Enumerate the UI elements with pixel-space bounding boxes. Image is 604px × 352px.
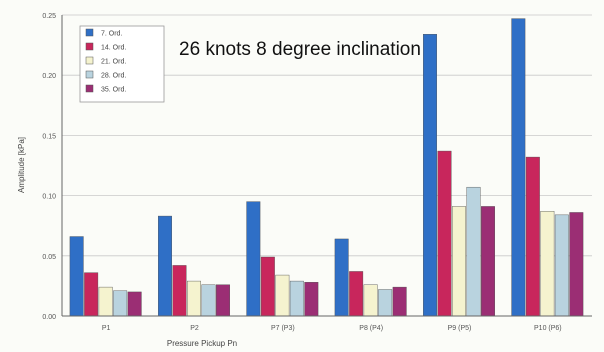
bar — [363, 284, 378, 317]
bar — [304, 282, 319, 317]
legend: 7. Ord. 14. Ord. 21. Ord. 28. Ord. 35. Ord. — [79, 25, 165, 103]
x-tick-labels: P1 P2 P7 (P3) P8 (P4) P9 (P5) P10 (P6) — [102, 325, 562, 332]
bar — [172, 265, 187, 317]
x-tick-label: P10 (P6) — [534, 325, 562, 332]
legend-swatch — [85, 42, 94, 51]
y-axis-title: Amplitude [kPa] — [17, 137, 26, 193]
x-axis-title: Pressure Pickup Pn — [167, 339, 237, 348]
bar — [216, 284, 230, 317]
bar — [334, 238, 349, 317]
bar — [201, 284, 216, 317]
x-tick-label: P8 (P4) — [359, 325, 383, 332]
bar — [525, 156, 540, 317]
bar — [127, 291, 142, 317]
legend-swatch — [85, 28, 94, 37]
bar — [452, 206, 466, 317]
legend-swatch — [85, 70, 94, 79]
legend-box — [79, 25, 165, 103]
y-tick-label: 0.10 — [42, 194, 56, 201]
bar — [392, 286, 407, 317]
legend-swatch — [85, 84, 94, 93]
x-tick-label: P7 (P3) — [271, 325, 295, 332]
legend-swatch — [85, 56, 94, 65]
y-tick-label: 0.00 — [42, 314, 56, 321]
bar — [187, 280, 201, 317]
legend-label: 7. Ord. — [101, 31, 122, 38]
bar — [289, 280, 304, 317]
y-tick-label: 0.05 — [42, 254, 56, 261]
legend-label: 35. Ord. — [101, 87, 126, 94]
bar — [569, 212, 584, 317]
bar — [158, 215, 172, 317]
bar-series — [69, 18, 584, 317]
bar — [260, 256, 275, 317]
bar — [113, 290, 128, 317]
legend-label: 28. Ord. — [101, 73, 126, 80]
bar — [554, 214, 569, 317]
bar — [349, 271, 364, 317]
legend-label: 21. Ord. — [101, 59, 126, 66]
bar — [540, 211, 555, 317]
bar — [511, 18, 526, 317]
chart-title: 26 knots 8 degree inclination — [179, 39, 421, 60]
bar — [437, 150, 452, 317]
bar — [275, 274, 290, 317]
bar — [423, 34, 437, 317]
legend-label: 14. Ord. — [101, 45, 126, 52]
x-tick-label: P1 — [102, 325, 111, 332]
bar — [481, 206, 495, 317]
bar — [69, 236, 84, 317]
x-tick-label: P9 (P5) — [448, 325, 472, 332]
y-tick-label: 0.15 — [42, 133, 56, 140]
bar — [84, 272, 99, 317]
bar — [246, 201, 261, 317]
x-tick-label: P2 — [190, 325, 199, 332]
bar — [378, 289, 393, 317]
y-tick-labels: 0.00 0.05 0.10 0.15 0.20 0.25 — [42, 13, 56, 321]
bar — [466, 186, 481, 317]
bar — [98, 286, 113, 317]
y-tick-label: 0.25 — [42, 13, 56, 20]
y-tick-label: 0.20 — [42, 73, 56, 80]
